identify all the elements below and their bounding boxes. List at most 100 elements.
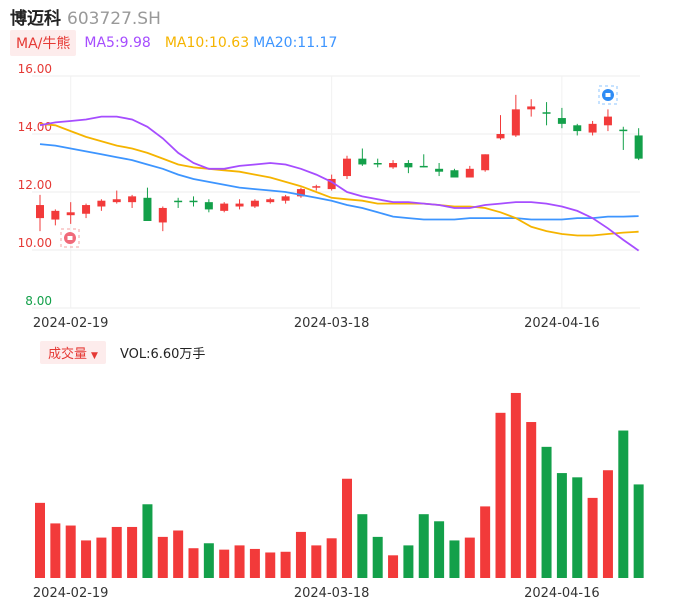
volume-bar <box>618 430 629 578</box>
ma5-legend: MA5:9.98 <box>84 35 151 51</box>
volume-bar <box>265 552 276 578</box>
volume-bar <box>572 477 583 578</box>
volume-value: VOL:6.60万手 <box>119 346 206 362</box>
volume-bar <box>280 551 291 578</box>
volume-bar <box>602 470 613 578</box>
volume-bar <box>249 548 260 578</box>
candle-body <box>373 163 382 165</box>
volume-bar <box>127 526 138 578</box>
candle-body <box>296 189 305 197</box>
candle-body <box>603 116 612 126</box>
candle-body <box>511 109 520 136</box>
high-marker-icon <box>598 85 618 105</box>
volume-bar <box>510 392 521 578</box>
candle-body <box>128 196 137 203</box>
ma10-line <box>39 123 639 237</box>
y-tick-label: 12.00 <box>18 178 52 192</box>
ma5-line <box>39 115 640 252</box>
ma-type-selector[interactable]: MA/牛熊 <box>10 30 77 56</box>
ma-legend: MA/牛熊 MA5:9.98 MA10:10.63 MA20:11.17 <box>10 30 337 56</box>
volume-bar <box>81 540 92 578</box>
candle-body <box>250 200 259 207</box>
volume-bar <box>342 478 352 578</box>
volume-bar <box>434 521 445 578</box>
candle-body <box>327 178 336 190</box>
volume-bar <box>65 525 76 578</box>
y-tick-label: 14.00 <box>18 120 52 134</box>
candle-body <box>557 118 566 124</box>
candle-body <box>312 186 321 188</box>
x-tick-label: 2024-03-18 <box>294 316 370 331</box>
candle-body <box>465 168 474 178</box>
x-tick-label: 2024-02-19 <box>33 316 109 331</box>
ma-lines <box>39 115 640 252</box>
caret-down-icon: ▼ <box>91 350 98 361</box>
volume-bar <box>35 502 45 578</box>
ma20-line <box>39 143 639 221</box>
x-tick-label: 2024-04-16 <box>524 586 600 601</box>
volume-bar <box>495 412 506 578</box>
candle-body <box>542 112 551 114</box>
x-tick-label: 2024-03-18 <box>294 586 370 601</box>
candle-body <box>481 154 490 171</box>
volume-type-selector[interactable]: 成交量 ▼ <box>40 340 106 364</box>
date-axis-volume: 2024-02-19 2024-03-18 2024-04-16 <box>33 586 600 601</box>
volume-bar <box>234 545 245 578</box>
volume-bar <box>403 545 414 578</box>
candle-body <box>634 135 643 159</box>
volume-bar <box>357 514 368 578</box>
candle-body <box>36 205 44 219</box>
x-tick-label: 2024-04-16 <box>524 316 600 331</box>
ma20-legend: MA20:11.17 <box>253 35 338 51</box>
volume-bar <box>219 549 230 578</box>
candle-body <box>143 197 152 221</box>
volume-bar <box>587 497 598 578</box>
volume-bar <box>96 537 107 578</box>
candle-body <box>435 168 444 172</box>
candle-body <box>588 123 597 133</box>
volume-bar <box>418 514 429 578</box>
candle-body <box>281 196 290 201</box>
volume-bar <box>388 555 399 578</box>
candle-body <box>527 106 536 110</box>
candle-body <box>51 210 60 220</box>
candle-body <box>389 163 398 168</box>
candle-body <box>174 200 183 203</box>
volume-bars <box>35 392 644 578</box>
date-axis-price: 2024-02-19 2024-03-18 2024-04-16 <box>33 316 600 331</box>
candle-body <box>619 129 628 132</box>
volume-bar <box>142 504 153 578</box>
candle-body <box>573 125 582 132</box>
stock-header: 博迈科 603727.SH <box>10 4 161 29</box>
volume-bar <box>173 530 184 578</box>
price-axis: 16.00 14.00 12.00 10.00 8.00 <box>18 62 52 308</box>
y-tick-label: 10.00 <box>18 236 52 250</box>
candle-body <box>358 158 367 165</box>
candle-body <box>158 207 167 223</box>
volume-bar <box>464 537 475 578</box>
candle-body <box>112 199 121 203</box>
volume-bar <box>157 536 168 578</box>
stock-name: 博迈科 <box>10 9 61 29</box>
candle-body <box>496 134 505 139</box>
candle-body <box>450 170 459 178</box>
candle-body <box>419 165 428 168</box>
volume-bar <box>295 531 306 578</box>
stock-code: 603727.SH <box>67 9 161 29</box>
volume-bar <box>111 526 122 578</box>
volume-bar <box>541 446 552 578</box>
volume-bar <box>311 545 322 578</box>
price-grid <box>32 75 640 309</box>
candle-body <box>66 212 75 216</box>
candle-body <box>343 158 351 177</box>
y-tick-label: 16.00 <box>18 62 52 76</box>
volume-bar <box>188 548 199 578</box>
volume-bar <box>480 506 491 578</box>
volume-bar <box>203 543 214 578</box>
candle-body <box>235 203 244 207</box>
candle-body <box>204 202 213 210</box>
candle-body <box>189 200 198 203</box>
volume-bar <box>556 473 567 578</box>
volume-type-label: 成交量 <box>48 346 88 362</box>
